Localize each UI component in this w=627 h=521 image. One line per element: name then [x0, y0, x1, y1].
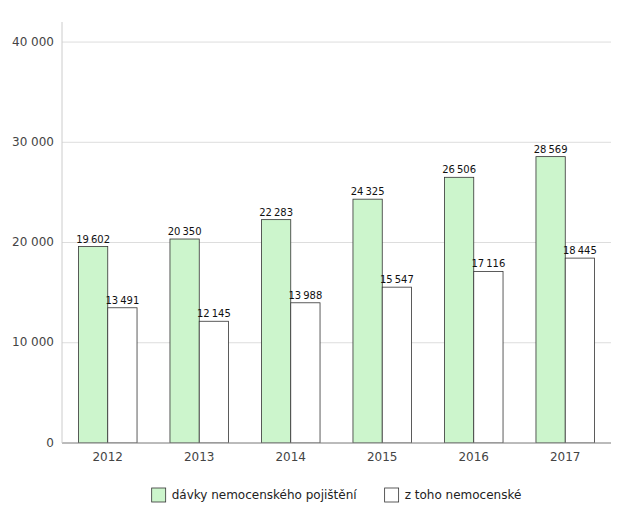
- bar: [291, 303, 320, 443]
- x-tick-label: 2014: [275, 450, 306, 464]
- y-tick-label: 10 000: [12, 335, 54, 349]
- data-label: 26 506: [442, 164, 476, 175]
- data-label: 28 569: [534, 144, 568, 155]
- bar: [108, 308, 137, 443]
- bar: [78, 247, 107, 443]
- chart-container: 0 10 000 20 000 30 000 40 000 19 602 20 350 22 …: [0, 0, 627, 521]
- y-tick-label: 40 000: [12, 35, 54, 49]
- legend-label: z toho nemocenské: [405, 488, 522, 502]
- grid-line: [62, 242, 611, 243]
- legend: dávky nemocenského pojištění z toho nemoc…: [152, 488, 522, 503]
- legend-item: dávky nemocenského pojištění: [152, 488, 358, 503]
- data-label: 22 283: [259, 207, 293, 218]
- bar: [536, 157, 565, 443]
- grid: [62, 42, 611, 443]
- bar: [382, 287, 411, 443]
- x-axis-line: [62, 443, 611, 444]
- legend-swatch: [152, 488, 166, 502]
- bar: [353, 199, 382, 443]
- data-label: 17 116: [471, 258, 505, 269]
- data-label: 13 988: [288, 290, 322, 301]
- data-label: 13 491: [105, 295, 139, 306]
- legend-swatch: [385, 488, 399, 502]
- data-label: 19 602: [76, 234, 110, 245]
- grid-line: [62, 142, 611, 143]
- x-tick-label: 2016: [458, 450, 489, 464]
- legend-label: dávky nemocenského pojištění: [172, 488, 358, 502]
- data-label: 20 350: [168, 226, 202, 237]
- y-axis-line: [62, 22, 63, 443]
- bar: [170, 239, 199, 443]
- bar: [444, 177, 473, 443]
- bars: [78, 157, 594, 443]
- data-label: 12 145: [197, 308, 231, 319]
- bar: [565, 258, 594, 443]
- data-label: 18 445: [563, 245, 597, 256]
- x-tick-label: 2017: [550, 450, 581, 464]
- y-tick-label: 0: [46, 436, 54, 450]
- chart-svg: 0 10 000 20 000 30 000 40 000 19 602 20 350 22 …: [0, 0, 627, 521]
- grid-line: [62, 42, 611, 43]
- x-tick-label: 2015: [367, 450, 398, 464]
- data-label: 15 547: [380, 274, 414, 285]
- grid-line: [62, 342, 611, 343]
- y-tick-label: 20 000: [12, 235, 54, 249]
- y-tick-label: 30 000: [12, 135, 54, 149]
- legend-item: z toho nemocenské: [385, 488, 522, 503]
- data-label: 24 325: [351, 186, 385, 197]
- grid-line: [62, 443, 611, 444]
- x-tick-label: 2012: [92, 450, 123, 464]
- bar: [474, 271, 503, 443]
- x-tick-label: 2013: [184, 450, 215, 464]
- bar: [199, 321, 228, 443]
- bar: [261, 220, 290, 443]
